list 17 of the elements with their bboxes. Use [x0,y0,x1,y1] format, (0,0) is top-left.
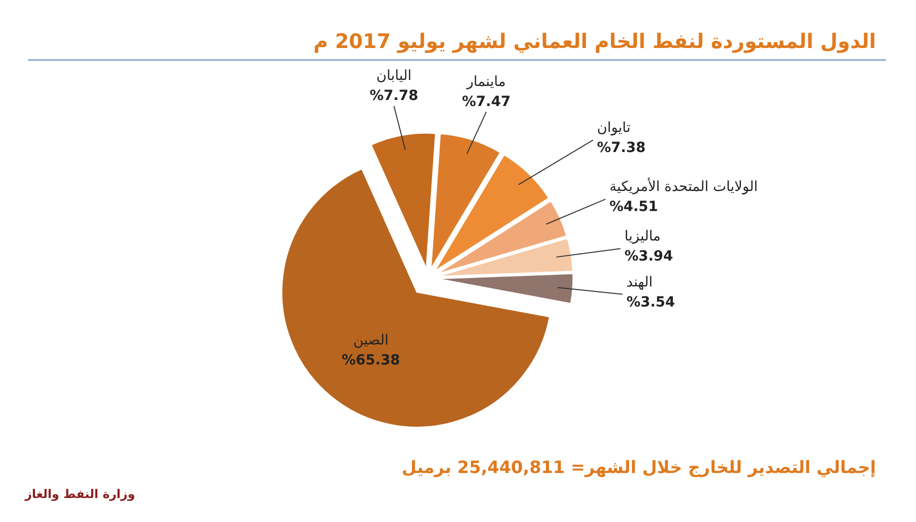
data-label: %4.51 [609,199,658,216]
slice-label: الهند [626,274,653,290]
slice-label: تايوان [597,120,631,136]
slice-label: ماليزيا [624,228,661,245]
slice-label: الصين [353,332,388,348]
text: وزارة النفط والغاز [24,487,136,501]
chart-title: الدول المستوردة لنفط الخام العماني لشهر يوليو 2017 م [313,29,876,53]
slice-label: الولايات المتحدة الأمريكية [609,177,758,196]
data-label: %3.54 [626,294,676,310]
data-label: %7.78 [370,88,418,104]
data-label: %65.38 [342,352,400,368]
data-label: %7.47 [462,94,511,110]
text: إجمالي التصدير للخارج خلال الشهر= 25,440,811 برميل [402,458,876,478]
data-label: %7.38 [597,140,646,156]
data-label: %3.94 [624,248,674,265]
slice-label: اليابان [376,68,412,84]
slice-label: ماينمار [466,74,506,90]
